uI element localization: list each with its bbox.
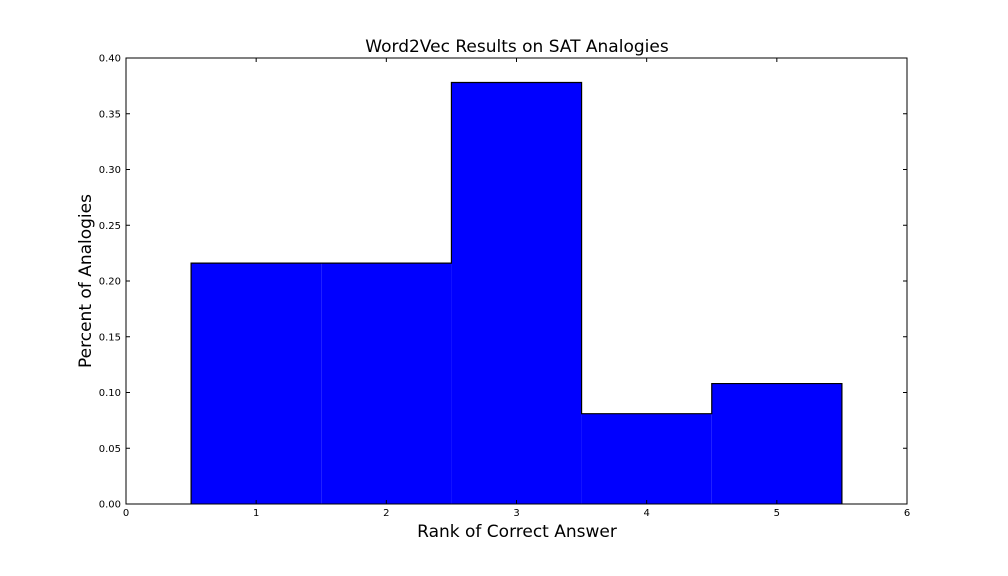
x-axis-label: Rank of Correct Answer — [417, 522, 617, 542]
bars-group — [190, 81, 843, 504]
x-tick-label: 2 — [383, 508, 389, 519]
x-tick-label: 4 — [643, 508, 649, 519]
x-tick-label: 1 — [253, 508, 259, 519]
y-tick-label: 0.15 — [99, 332, 121, 343]
y-tick-label: 0.25 — [99, 221, 121, 232]
y-tick-label: 0.10 — [99, 388, 121, 399]
histogram-outline — [190, 81, 843, 504]
x-tick-label: 0 — [123, 508, 129, 519]
bar-rank-3 — [451, 82, 582, 504]
y-tick-label: 0.30 — [99, 165, 121, 176]
bar-rank-2 — [321, 263, 452, 504]
y-tick-label: 0.40 — [99, 54, 121, 65]
x-tick-label: 6 — [904, 508, 910, 519]
y-tick-label: 0.00 — [99, 500, 121, 511]
x-tick-label: 3 — [513, 508, 519, 519]
y-tick-label: 0.05 — [99, 444, 121, 455]
bar-rank-1 — [191, 263, 322, 504]
x-tick-label: 5 — [774, 508, 780, 519]
y-tick-label: 0.35 — [99, 109, 121, 120]
chart-title: Word2Vec Results on SAT Analogies — [365, 37, 669, 57]
x-axis-ticks: 0 1 2 3 4 5 6 — [123, 58, 910, 519]
bar-rank-5 — [711, 383, 842, 504]
y-axis-ticks: 0.00 0.05 0.10 0.15 0.20 0.25 0.30 0.35 0.40 — [99, 54, 907, 511]
bar-rank-4 — [581, 413, 712, 504]
y-axis-label: Percent of Analogies — [76, 194, 96, 368]
y-tick-label: 0.20 — [99, 277, 121, 288]
